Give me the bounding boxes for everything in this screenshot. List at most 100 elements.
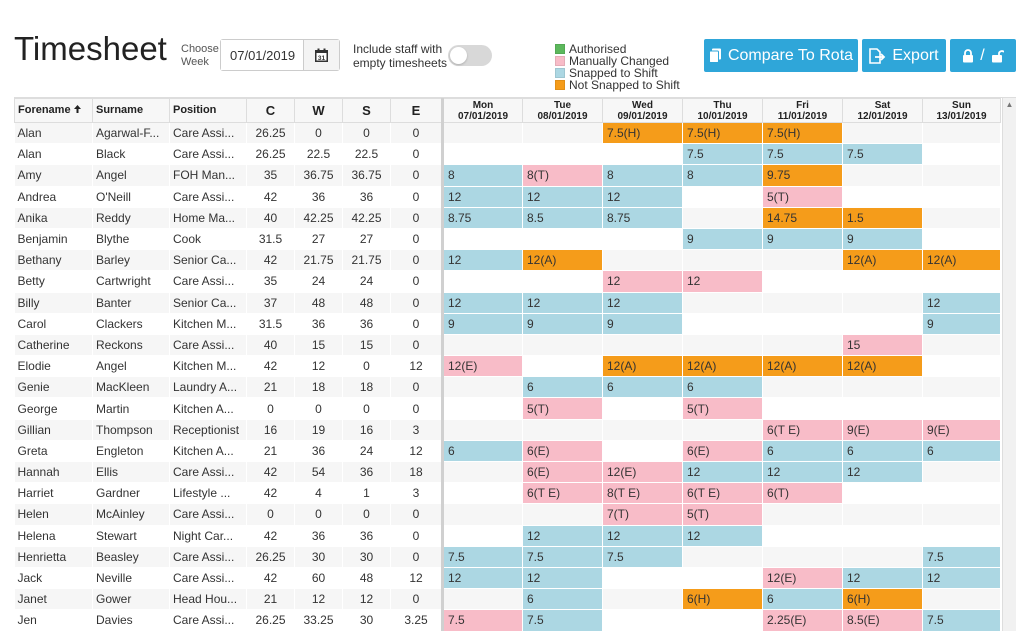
shift-cell-empty[interactable] <box>442 525 523 547</box>
shift-cell-empty[interactable] <box>922 207 1001 229</box>
shift-cell-manually-changed[interactable]: 15 <box>842 334 923 357</box>
shift-cell-snapped[interactable]: 12 <box>762 461 843 484</box>
shift-cell-manually-changed[interactable]: 6(E) <box>522 440 603 463</box>
e-header[interactable]: E <box>390 98 444 123</box>
shift-cell-empty[interactable] <box>682 313 763 335</box>
shift-cell-snapped[interactable]: 6 <box>522 588 603 611</box>
shift-cell-snapped[interactable]: 6 <box>922 440 1001 463</box>
shift-cell-snapped[interactable]: 7.5 <box>442 546 523 568</box>
scroll-up-icon[interactable]: ▲ <box>1005 100 1014 109</box>
shift-cell-snapped[interactable]: 7.5 <box>602 546 683 568</box>
shift-cell-snapped[interactable]: 7.5 <box>522 546 603 568</box>
table-row[interactable]: Janet Gower Head Hou... 21 12 12 0 6 6(H) 6 6(H) <box>14 588 1001 611</box>
shift-cell-empty[interactable] <box>522 355 603 378</box>
shift-cell-manually-changed[interactable]: 2.25(E) <box>762 609 843 631</box>
shift-cell-empty[interactable] <box>442 461 523 484</box>
shift-cell-manually-changed[interactable]: 7.5 <box>442 609 523 631</box>
shift-cell-manually-changed[interactable]: 12(E) <box>762 567 843 590</box>
shift-cell-empty[interactable] <box>842 482 923 505</box>
shift-cell-snapped[interactable]: 8.5 <box>522 207 603 229</box>
shift-cell-snapped[interactable]: 12 <box>602 525 683 547</box>
shift-cell-empty[interactable] <box>442 334 523 357</box>
shift-cell-snapped[interactable]: 12 <box>682 461 763 484</box>
shift-cell-empty[interactable] <box>762 249 843 272</box>
shift-cell-snapped[interactable]: 8.75 <box>442 207 523 229</box>
shift-cell-snapped[interactable]: 12 <box>442 292 523 314</box>
c-header[interactable]: C <box>246 98 295 123</box>
shift-cell-snapped[interactable]: 12 <box>522 525 603 547</box>
shift-cell-empty[interactable] <box>682 567 763 590</box>
shift-cell-empty[interactable] <box>842 376 923 399</box>
shift-cell-empty[interactable] <box>922 525 1001 547</box>
table-row[interactable]: Billy Banter Senior Ca... 37 48 48 0 12 12 12 12 <box>14 292 1001 314</box>
table-row[interactable]: Anika Reddy Home Ma... 40 42.25 42.25 0 8.75 8.5… <box>14 207 1001 229</box>
shift-cell-snapped[interactable]: 12 <box>602 292 683 314</box>
shift-cell-not-snapped[interactable]: 7.5(H) <box>762 122 843 145</box>
shift-cell-manually-changed[interactable]: 9(E) <box>842 419 923 441</box>
shift-cell-manually-changed[interactable]: 7(T) <box>602 503 683 526</box>
shift-cell-empty[interactable] <box>842 270 923 293</box>
shift-cell-empty[interactable] <box>602 334 683 357</box>
shift-cell-empty[interactable] <box>922 376 1001 399</box>
shift-cell-empty[interactable] <box>442 143 523 166</box>
shift-cell-snapped[interactable]: 8 <box>682 164 763 187</box>
table-row[interactable]: Jack Neville Care Assi... 42 60 48 12 12 12 12(E)… <box>14 567 1001 590</box>
export-button[interactable]: Export <box>862 39 946 72</box>
shift-cell-snapped[interactable]: 7.5 <box>682 143 763 166</box>
shift-cell-empty[interactable] <box>762 270 843 293</box>
week-date-input[interactable] <box>221 40 303 70</box>
s-header[interactable]: S <box>342 98 391 123</box>
shift-cell-empty[interactable] <box>842 186 923 208</box>
shift-cell-manually-changed[interactable]: 12 <box>602 270 683 293</box>
shift-cell-snapped[interactable]: 7.5 <box>522 609 603 631</box>
shift-cell-snapped[interactable]: 8.75 <box>602 207 683 229</box>
shift-cell-not-snapped[interactable]: 6(H) <box>842 588 923 611</box>
shift-cell-empty[interactable] <box>682 419 763 441</box>
shift-cell-snapped[interactable]: 12 <box>682 525 763 547</box>
shift-cell-manually-changed[interactable]: 6(E) <box>522 461 603 484</box>
shift-cell-empty[interactable] <box>682 609 763 631</box>
shift-cell-snapped[interactable]: 8 <box>442 164 523 187</box>
table-row[interactable]: Catherine Reckons Care Assi... 40 15 15 0 15 <box>14 334 1001 357</box>
table-row[interactable]: Bethany Barley Senior Ca... 42 21.75 21.75 0 12… <box>14 249 1001 272</box>
shift-cell-manually-changed[interactable]: 5(T) <box>682 397 763 420</box>
shift-cell-empty[interactable] <box>762 503 843 526</box>
position-header[interactable]: Position <box>169 98 247 123</box>
shift-cell-snapped[interactable]: 12 <box>922 567 1001 590</box>
calendar-button[interactable]: 31 <box>303 40 339 70</box>
shift-cell-not-snapped[interactable]: 12(A) <box>682 355 763 378</box>
shift-cell-snapped[interactable]: 6 <box>762 440 843 463</box>
table-row[interactable]: Helena Stewart Night Car... 42 36 36 0 12 12 12 <box>14 525 1001 547</box>
shift-cell-not-snapped[interactable]: 12(A) <box>602 355 683 378</box>
shift-cell-empty[interactable] <box>922 482 1001 505</box>
shift-cell-empty[interactable] <box>682 546 763 568</box>
shift-cell-snapped[interactable]: 12 <box>522 567 603 590</box>
shift-cell-not-snapped[interactable]: 12(A) <box>762 355 843 378</box>
shift-cell-empty[interactable] <box>442 270 523 293</box>
table-row[interactable]: Amy Angel FOH Man... 35 36.75 36.75 0 8 8(T) 8 8 9.… <box>14 164 1001 187</box>
table-row[interactable]: Alan Agarwal-F... Care Assi... 26.25 0 0 0 7.5(… <box>14 122 1001 145</box>
lock-unlock-button[interactable]: / <box>950 39 1016 72</box>
shift-cell-empty[interactable] <box>522 270 603 293</box>
vertical-scrollbar[interactable]: ▲ <box>1002 98 1016 631</box>
shift-cell-snapped[interactable]: 12 <box>442 186 523 208</box>
shift-cell-manually-changed[interactable]: 5(T) <box>682 503 763 526</box>
shift-cell-snapped[interactable]: 12 <box>602 186 683 208</box>
shift-cell-snapped[interactable]: 12 <box>442 567 523 590</box>
shift-cell-empty[interactable] <box>522 419 603 441</box>
shift-cell-manually-changed[interactable]: 12(E) <box>602 461 683 484</box>
shift-cell-not-snapped[interactable]: 7.5(H) <box>682 122 763 145</box>
shift-cell-snapped[interactable]: 7.5 <box>762 143 843 166</box>
shift-cell-snapped[interactable]: 12 <box>522 292 603 314</box>
shift-cell-snapped[interactable]: 7.5 <box>922 546 1001 568</box>
shift-cell-empty[interactable] <box>842 313 923 335</box>
shift-cell-empty[interactable] <box>442 588 523 611</box>
shift-cell-empty[interactable] <box>682 334 763 357</box>
table-row[interactable]: Alan Black Care Assi... 26.25 22.5 22.5 0 7.5 7.… <box>14 143 1001 166</box>
shift-cell-snapped[interactable]: 9 <box>682 228 763 251</box>
shift-cell-empty[interactable] <box>602 249 683 272</box>
table-row[interactable]: Harriet Gardner Lifestyle ... 42 4 1 3 6(T E) 8(… <box>14 482 1001 505</box>
shift-cell-empty[interactable] <box>922 122 1001 145</box>
shift-cell-empty[interactable] <box>522 503 603 526</box>
table-row[interactable]: Elodie Angel Kitchen M... 42 12 0 12 12(E) 12(A)… <box>14 355 1001 378</box>
